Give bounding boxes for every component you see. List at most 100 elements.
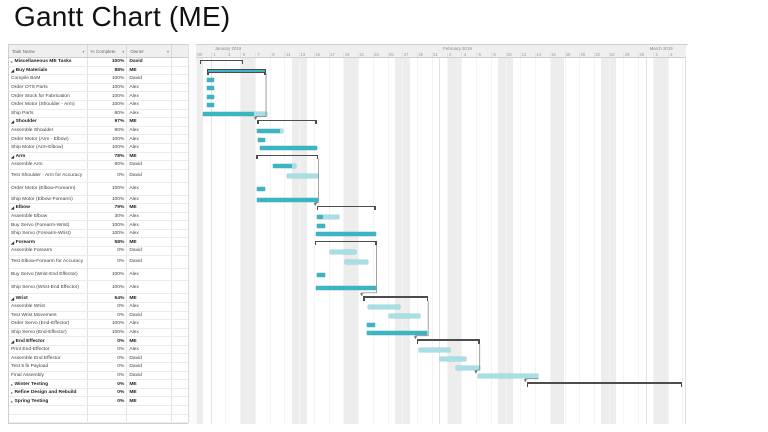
task-name-cell[interactable]: Buy Servo (Forearm-Wrist) xyxy=(9,221,88,229)
blank-cell[interactable] xyxy=(172,294,188,302)
owner-cell[interactable]: Alex xyxy=(127,182,173,195)
task-row[interactable]: Assemble Elbow 30% Alex xyxy=(9,212,188,222)
pct-complete-cell[interactable]: 0% xyxy=(88,169,128,182)
owner-cell[interactable]: ME xyxy=(127,238,173,247)
task-row[interactable]: Assemble Forearm 0% David xyxy=(9,247,188,256)
gantt-task-bar[interactable] xyxy=(477,374,538,379)
task-row[interactable]: Order OTS Parts 100% Alex xyxy=(9,83,188,93)
task-row[interactable]: Test 5 lb Payload 0% David xyxy=(9,363,188,372)
task-row[interactable]: Test Shoulder - Arm for Accuracy 0% David xyxy=(9,169,188,183)
blank-cell[interactable] xyxy=(172,58,188,66)
task-name-cell[interactable]: Assemble Forearm xyxy=(9,247,88,255)
pct-complete-cell[interactable]: 79% xyxy=(88,204,128,212)
blank-cell[interactable] xyxy=(172,135,188,143)
task-row[interactable]: Print End-Effector 0% Alex xyxy=(9,345,188,355)
expanded-toggle-icon[interactable]: ◢ xyxy=(11,239,15,245)
collapsed-toggle-icon[interactable]: ▸ xyxy=(11,398,14,404)
owner-cell[interactable]: Alex xyxy=(127,195,173,204)
pct-complete-cell[interactable]: 0% xyxy=(88,302,128,311)
blank-cell[interactable] xyxy=(172,75,188,83)
gantt-task-bar[interactable] xyxy=(273,163,297,168)
column-header-pct-complete[interactable]: % Complete ▾ xyxy=(88,45,128,57)
owner-cell[interactable]: David xyxy=(127,58,173,66)
pct-complete-cell[interactable]: 100% xyxy=(88,58,128,66)
gantt-task-bar[interactable] xyxy=(389,314,421,318)
column-header-task-name[interactable]: Task Name ▾ xyxy=(9,45,88,57)
owner-cell[interactable]: Alex xyxy=(127,268,173,281)
pct-complete-cell[interactable]: 80% xyxy=(88,161,128,169)
owner-cell[interactable]: David xyxy=(127,255,173,268)
task-row[interactable]: Compile BoM 100% David xyxy=(9,75,188,84)
task-name-cell[interactable]: Ship Servo (End-Effector) xyxy=(9,328,88,337)
gantt-task-bar[interactable] xyxy=(366,322,376,327)
owner-cell[interactable]: ME xyxy=(127,397,173,406)
task-row[interactable]: ◢ Arm 78% ME xyxy=(9,152,188,162)
gantt-task-bar[interactable] xyxy=(203,111,267,116)
task-name-cell[interactable]: Test Elbow-Forearm for Accuracy xyxy=(9,255,88,268)
gantt-task-bar[interactable] xyxy=(456,365,480,370)
task-row[interactable]: ◢ Buy Materials 88% ME xyxy=(9,66,188,76)
owner-cell[interactable]: Alex xyxy=(127,221,173,229)
owner-cell[interactable]: David xyxy=(127,247,173,255)
collapsed-toggle-icon[interactable]: ▸ xyxy=(11,390,14,396)
blank-cell[interactable] xyxy=(172,337,188,345)
task-row[interactable]: Order Motor (Elbow-Forearm) 100% Alex xyxy=(9,182,188,196)
empty-task-row[interactable] xyxy=(9,414,188,424)
pct-complete-cell[interactable]: 0% xyxy=(88,363,128,371)
blank-cell[interactable] xyxy=(172,170,188,182)
task-name-cell[interactable]: Compile BoM xyxy=(9,75,88,83)
gantt-summary-bar[interactable] xyxy=(207,68,266,76)
pct-complete-cell[interactable]: 100% xyxy=(88,320,128,328)
pct-complete-cell[interactable]: 78% xyxy=(88,152,128,161)
blank-cell[interactable] xyxy=(172,363,188,371)
column-header-blank[interactable] xyxy=(172,45,188,57)
task-row[interactable]: ◢ Wrist 54% ME xyxy=(9,294,188,303)
task-row[interactable]: Order Motor (Arm - Elbow) 100% Alex xyxy=(9,135,188,144)
blank-cell[interactable] xyxy=(172,230,188,238)
gantt-summary-bracket[interactable] xyxy=(526,382,683,387)
blank-cell[interactable] xyxy=(172,67,188,75)
blank-cell[interactable] xyxy=(172,204,188,212)
filter-dropdown-icon[interactable]: ▾ xyxy=(122,48,125,54)
gantt-task-bar[interactable] xyxy=(418,348,450,353)
gantt-task-bar[interactable] xyxy=(257,137,265,142)
expanded-toggle-icon[interactable]: ◢ xyxy=(11,67,15,73)
task-name-cell[interactable]: Assemble Shoulder xyxy=(9,126,88,135)
collapsed-toggle-icon[interactable]: ▸ xyxy=(11,381,14,387)
pct-complete-cell[interactable]: 100% xyxy=(88,281,128,294)
task-row[interactable]: Ship Servo (End-Effector) 100% Alex xyxy=(9,328,188,338)
blank-cell[interactable] xyxy=(172,84,188,92)
pct-complete-cell[interactable]: 100% xyxy=(88,182,128,195)
task-name-cell[interactable]: ◢ Wrist xyxy=(9,294,88,302)
task-row[interactable]: Order Motor (Shoulder - Arm) 100% Alex xyxy=(9,100,188,110)
task-row[interactable]: Order Servo (End-Effector) 100% Alex xyxy=(9,320,188,329)
blank-cell[interactable] xyxy=(172,161,188,169)
blank-cell[interactable] xyxy=(172,221,188,229)
task-row[interactable]: Assemble End Effector 0% David xyxy=(9,354,188,364)
pct-complete-cell[interactable]: 0% xyxy=(88,311,128,320)
expanded-toggle-icon[interactable]: ◢ xyxy=(11,205,15,211)
pct-complete-cell[interactable]: 0% xyxy=(88,397,128,406)
owner-cell[interactable]: David xyxy=(127,363,173,371)
collapsed-toggle-icon[interactable]: ▸ xyxy=(11,59,14,65)
task-name-cell[interactable]: Ship Servo (Wrist-End Effector) xyxy=(9,281,88,294)
task-name-cell[interactable]: Assemble Arm xyxy=(9,161,88,169)
task-name-cell[interactable]: Order Motor (Arm - Elbow) xyxy=(9,135,88,143)
task-name-cell[interactable]: ◢ Elbow xyxy=(9,204,88,212)
owner-cell[interactable]: Alex xyxy=(127,126,173,135)
gantt-task-bar[interactable] xyxy=(207,94,214,99)
pct-complete-cell[interactable]: 0% xyxy=(88,354,128,363)
gantt-task-bar[interactable] xyxy=(316,223,325,228)
owner-cell[interactable]: Alex xyxy=(127,328,173,337)
pct-complete-cell[interactable]: 100% xyxy=(88,195,128,204)
owner-cell[interactable]: Alex xyxy=(127,320,173,328)
owner-cell[interactable]: David xyxy=(127,75,173,83)
gantt-summary-bracket[interactable] xyxy=(314,240,377,245)
task-row[interactable]: ▸ Winter Testing 0% ME xyxy=(9,380,188,389)
pct-complete-cell[interactable]: 100% xyxy=(88,221,128,229)
pct-complete-cell[interactable]: 100% xyxy=(88,135,128,143)
gantt-summary-bracket[interactable] xyxy=(199,59,244,65)
task-row[interactable]: ▸ Spring Testing 0% ME xyxy=(9,397,188,407)
gantt-task-bar[interactable] xyxy=(316,286,376,291)
task-name-cell[interactable]: ▸ Refine Design and Rebuild xyxy=(9,388,88,397)
